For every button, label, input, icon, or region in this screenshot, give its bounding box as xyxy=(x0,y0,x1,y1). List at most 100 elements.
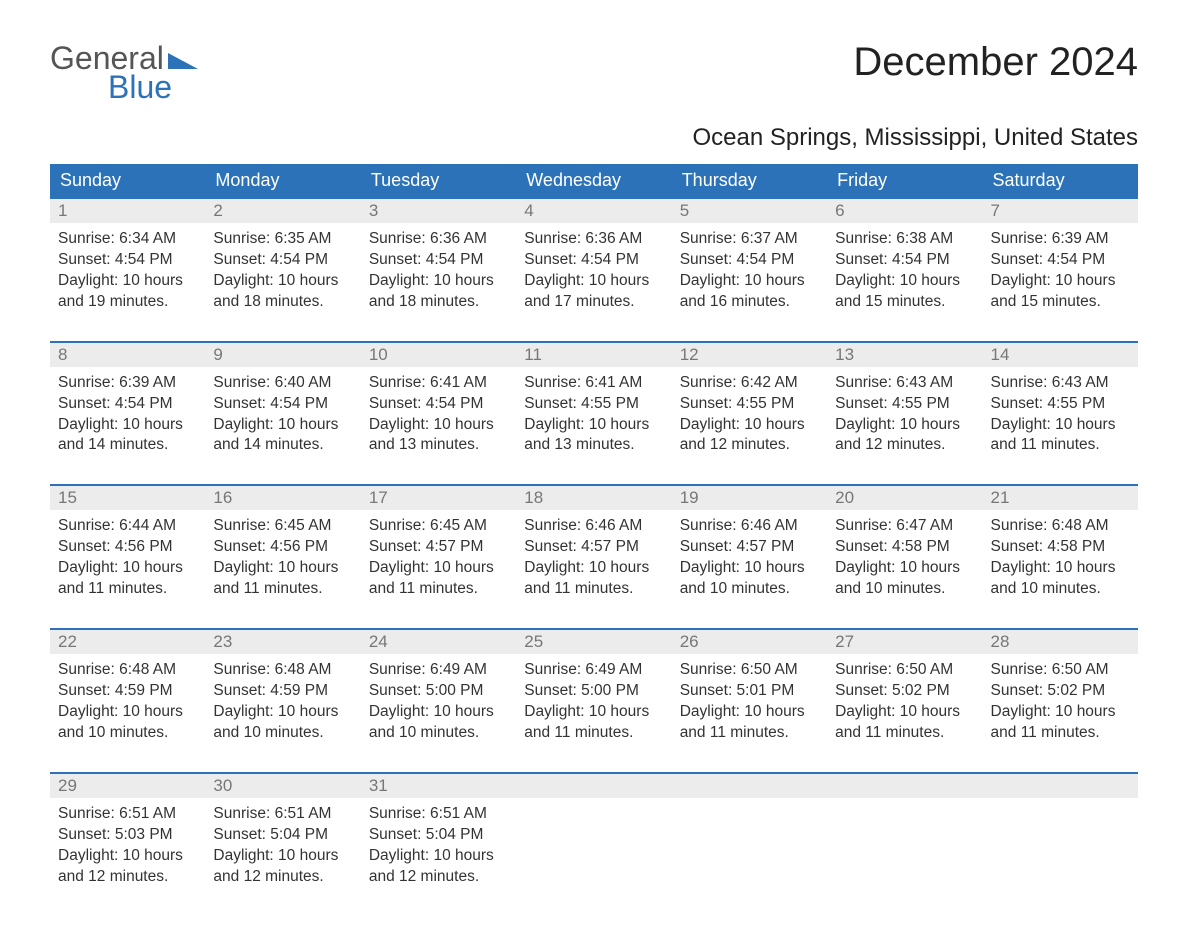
sunrise-text: Sunrise: 6:46 AM xyxy=(680,517,798,534)
daylight-text: Daylight: 10 hours and 13 minutes. xyxy=(369,416,494,454)
sunset-text: Sunset: 4:57 PM xyxy=(524,538,639,555)
day-cell: Sunrise: 6:34 AMSunset: 4:54 PMDaylight:… xyxy=(50,223,205,342)
day-number: 16 xyxy=(205,485,360,510)
sunset-text: Sunset: 5:00 PM xyxy=(524,682,639,699)
day-number: 12 xyxy=(672,342,827,367)
day-cell: Sunrise: 6:39 AMSunset: 4:54 PMDaylight:… xyxy=(983,223,1138,342)
daylight-text: Daylight: 10 hours and 10 minutes. xyxy=(680,559,805,597)
daynum-row: 293031 xyxy=(50,773,1138,798)
daylight-text: Daylight: 10 hours and 12 minutes. xyxy=(680,416,805,454)
day-number: 23 xyxy=(205,629,360,654)
info-row: Sunrise: 6:44 AMSunset: 4:56 PMDaylight:… xyxy=(50,510,1138,629)
sunrise-text: Sunrise: 6:42 AM xyxy=(680,374,798,391)
day-number: 30 xyxy=(205,773,360,798)
calendar-table: Sunday Monday Tuesday Wednesday Thursday… xyxy=(50,164,1138,895)
sunset-text: Sunset: 4:59 PM xyxy=(213,682,328,699)
sunset-text: Sunset: 4:54 PM xyxy=(58,251,173,268)
sunset-text: Sunset: 4:59 PM xyxy=(58,682,173,699)
sunrise-text: Sunrise: 6:49 AM xyxy=(524,661,642,678)
day-cell xyxy=(827,798,982,896)
daynum-row: 15161718192021 xyxy=(50,485,1138,510)
daylight-text: Daylight: 10 hours and 10 minutes. xyxy=(369,703,494,741)
day-number: 24 xyxy=(361,629,516,654)
sunrise-text: Sunrise: 6:38 AM xyxy=(835,230,953,247)
day-number: 6 xyxy=(827,198,982,223)
daylight-text: Daylight: 10 hours and 11 minutes. xyxy=(213,559,338,597)
daylight-text: Daylight: 10 hours and 10 minutes. xyxy=(835,559,960,597)
day-number: 17 xyxy=(361,485,516,510)
location-subtitle: Ocean Springs, Mississippi, United State… xyxy=(50,124,1138,152)
day-cell: Sunrise: 6:42 AM Sunset: 4:55 PM Daylight:… xyxy=(672,367,827,486)
day-cell: Sunrise: 6:43 AMSunset: 4:55 PMDaylight:… xyxy=(983,367,1138,486)
day-number: 31 xyxy=(361,773,516,798)
daylight-text: Daylight: 10 hours and 12 minutes. xyxy=(213,847,338,885)
info-row: Sunrise: 6:48 AM Sunset: 4:59 PM Daylight:… xyxy=(50,654,1138,773)
day-cell xyxy=(983,798,1138,896)
sunset-text: Sunset: 4:54 PM xyxy=(369,251,484,268)
day-cell: Sunrise: 6:41 AMSunset: 4:54 PMDaylight:… xyxy=(361,367,516,486)
day-number: 8 xyxy=(50,342,205,367)
day-cell: Sunrise: 6:51 AMSunset: 5:04 PMDaylight:… xyxy=(205,798,360,896)
day-cell: Sunrise: 6:45 AM Sunset: 4:56 PM Daylight:… xyxy=(205,510,360,629)
day-cell: Sunrise: 6:51 AMSunset: 5:03 PMDaylight:… xyxy=(50,798,205,896)
daylight-text: Daylight: 10 hours and 14 minutes. xyxy=(213,416,338,454)
sunrise-text: Sunrise: 6:39 AM xyxy=(991,230,1109,247)
day-cell: Sunrise: 6:38 AM Sunset: 4:54 PM Daylight:… xyxy=(827,223,982,342)
day-number: 15 xyxy=(50,485,205,510)
sunrise-text: Sunrise: 6:35 AM xyxy=(213,230,331,247)
sunrise-text: Sunrise: 6:37 AM xyxy=(680,230,798,247)
daylight-text: Daylight: 10 hours and 11 minutes. xyxy=(835,703,960,741)
day-cell: Sunrise: 6:35 AMSunset: 4:54 PMDaylight:… xyxy=(205,223,360,342)
day-cell xyxy=(516,798,671,896)
dayheader: Thursday xyxy=(672,164,827,198)
day-number: 5 xyxy=(672,198,827,223)
dayheader: Saturday xyxy=(983,164,1138,198)
day-cell: Sunrise: 6:49 AMSunset: 5:00 PMDaylight:… xyxy=(516,654,671,773)
sunset-text: Sunset: 4:55 PM xyxy=(680,395,795,412)
dayheader: Wednesday xyxy=(516,164,671,198)
sunrise-text: Sunrise: 6:41 AM xyxy=(524,374,642,391)
sunrise-text: Sunrise: 6:48 AM xyxy=(58,661,176,678)
sunrise-text: Sunrise: 6:51 AM xyxy=(369,805,487,822)
day-cell: Sunrise: 6:48 AMSunset: 4:59 PMDaylight:… xyxy=(205,654,360,773)
day-cell: Sunrise: 6:36 AMSunset: 4:54 PMDaylight:… xyxy=(516,223,671,342)
day-number: 14 xyxy=(983,342,1138,367)
daylight-text: Daylight: 10 hours and 16 minutes. xyxy=(680,272,805,310)
sunrise-text: Sunrise: 6:47 AM xyxy=(835,517,953,534)
daylight-text: Daylight: 10 hours and 15 minutes. xyxy=(835,272,960,310)
sunset-text: Sunset: 4:54 PM xyxy=(58,395,173,412)
day-number: 2 xyxy=(205,198,360,223)
daylight-text: Daylight: 10 hours and 11 minutes. xyxy=(58,559,183,597)
daynum-row: 1234567 xyxy=(50,198,1138,223)
daynum-row: 891011121314 xyxy=(50,342,1138,367)
day-number: 4 xyxy=(516,198,671,223)
daylight-text: Daylight: 10 hours and 17 minutes. xyxy=(524,272,649,310)
sunset-text: Sunset: 4:54 PM xyxy=(835,251,950,268)
sunrise-text: Sunrise: 6:36 AM xyxy=(524,230,642,247)
sunset-text: Sunset: 5:01 PM xyxy=(680,682,795,699)
info-row: Sunrise: 6:39 AMSunset: 4:54 PMDaylight:… xyxy=(50,367,1138,486)
day-cell: Sunrise: 6:45 AMSunset: 4:57 PMDaylight:… xyxy=(361,510,516,629)
info-row: Sunrise: 6:34 AMSunset: 4:54 PMDaylight:… xyxy=(50,223,1138,342)
logo-text-blue: Blue xyxy=(108,69,198,106)
sunrise-text: Sunrise: 6:45 AM xyxy=(369,517,487,534)
daylight-text: Daylight: 10 hours and 12 minutes. xyxy=(58,847,183,885)
sunset-text: Sunset: 5:02 PM xyxy=(991,682,1106,699)
day-number: 18 xyxy=(516,485,671,510)
sunset-text: Sunset: 5:04 PM xyxy=(369,826,484,843)
daylight-text: Daylight: 10 hours and 11 minutes. xyxy=(369,559,494,597)
sunset-text: Sunset: 4:55 PM xyxy=(991,395,1106,412)
sunset-text: Sunset: 4:56 PM xyxy=(213,538,328,555)
sunrise-text: Sunrise: 6:45 AM xyxy=(213,517,331,534)
day-cell xyxy=(672,798,827,896)
day-number: 11 xyxy=(516,342,671,367)
sunset-text: Sunset: 5:02 PM xyxy=(835,682,950,699)
info-row: Sunrise: 6:51 AMSunset: 5:03 PMDaylight:… xyxy=(50,798,1138,896)
day-number xyxy=(827,773,982,798)
day-cell: Sunrise: 6:44 AMSunset: 4:56 PMDaylight:… xyxy=(50,510,205,629)
sunrise-text: Sunrise: 6:50 AM xyxy=(835,661,953,678)
day-number: 10 xyxy=(361,342,516,367)
sunrise-text: Sunrise: 6:51 AM xyxy=(58,805,176,822)
daylight-text: Daylight: 10 hours and 15 minutes. xyxy=(991,272,1116,310)
day-cell: Sunrise: 6:48 AMSunset: 4:59 PMDaylight:… xyxy=(50,654,205,773)
